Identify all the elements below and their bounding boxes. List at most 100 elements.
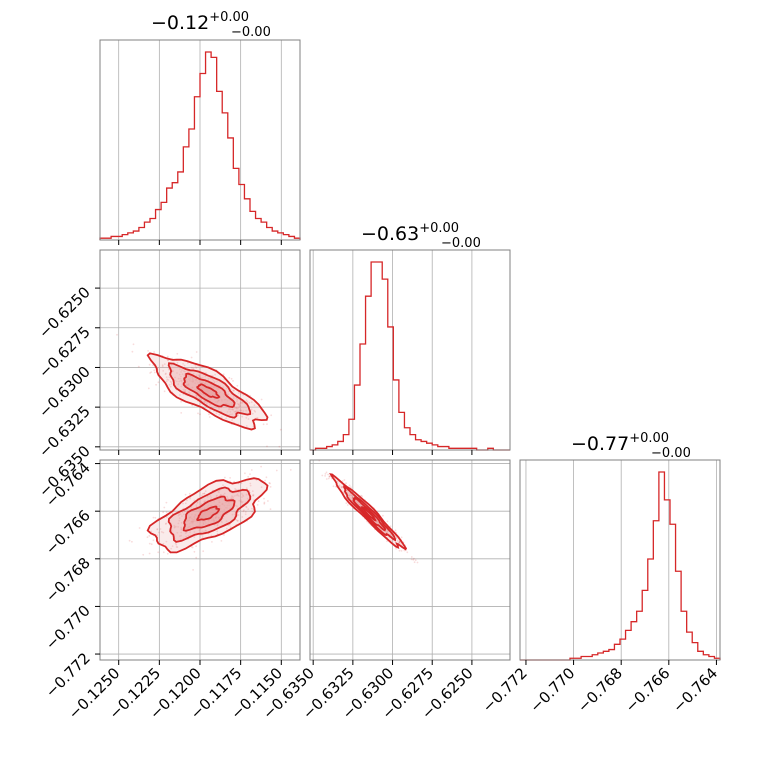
panel-1-0-point xyxy=(245,399,248,402)
hist-1-step xyxy=(310,261,510,451)
panel-1-0-point xyxy=(236,402,239,405)
panel-1-0-point xyxy=(169,385,172,388)
panel-1-0-point xyxy=(235,410,237,413)
panel-1-0-point xyxy=(209,408,212,411)
panel-2-1-point xyxy=(345,502,348,504)
panel-2-0-point xyxy=(269,486,272,488)
panel-2-0-content xyxy=(128,465,292,571)
panel-1-0-point xyxy=(214,373,217,376)
panel-1-0-point xyxy=(253,404,256,407)
panel-1-0-point xyxy=(195,394,197,397)
panel-2-0-point xyxy=(245,505,248,508)
panel-2-0-point xyxy=(220,540,223,542)
panel-2-0-point xyxy=(241,496,243,499)
panel-2-0-point xyxy=(252,494,255,497)
panel-2-0-point xyxy=(209,495,212,497)
panel-1-0-point xyxy=(203,400,206,402)
panel-2-0-point xyxy=(184,532,187,535)
panel-2-0-point xyxy=(178,517,181,520)
panel-1-0-point xyxy=(229,410,232,413)
panel-1-0-point xyxy=(131,350,134,353)
panel-1-0-point xyxy=(170,383,173,385)
panel-1-0-point xyxy=(174,376,177,379)
panel-1-0-point xyxy=(238,406,240,409)
panel-2-1-point xyxy=(398,541,401,544)
panel-2-0-point xyxy=(244,511,247,513)
panel-2-0-point xyxy=(162,542,165,545)
panel-2-0-point xyxy=(216,533,219,535)
panel-1-0-point xyxy=(220,416,223,418)
panel-2-0-point xyxy=(245,506,248,509)
panel-2-0-point xyxy=(244,513,247,516)
title-param-1-lower: −0.00 xyxy=(441,236,481,251)
panel-2-0-contour-3 xyxy=(196,505,220,521)
panel-2-0-point xyxy=(220,494,222,497)
panel-1-0-point xyxy=(241,402,244,404)
panel-2-0-point xyxy=(241,493,243,495)
panel-2-1-point xyxy=(351,495,353,497)
panel-2-0-point xyxy=(216,524,219,527)
panel-2-0-point xyxy=(236,494,239,497)
panel-1-0-point xyxy=(179,394,181,396)
panel-1-0-point xyxy=(236,410,239,412)
panel-2-0-point xyxy=(164,523,167,525)
panel-2-0-point xyxy=(165,522,168,525)
panel-2-0-point xyxy=(229,526,232,529)
panel-1-0-point xyxy=(184,370,186,373)
panel-1-0-point xyxy=(167,359,169,362)
panel-1-0-point xyxy=(188,391,190,394)
panel-1-0-point xyxy=(155,383,158,386)
panel-1-0-point xyxy=(256,416,259,419)
title-param-1: −0.63+0.00 xyxy=(361,221,459,245)
panel-2-0-point xyxy=(204,500,207,502)
panel-1-0-point xyxy=(232,397,235,399)
panel-1-0-point xyxy=(182,370,185,372)
panel-2-0-point xyxy=(252,493,255,496)
panel-2-0-point xyxy=(260,486,263,489)
panel-2-0-point xyxy=(154,516,157,519)
panel-2-1-point xyxy=(346,504,349,506)
panel-1-0-point xyxy=(182,363,185,365)
panel-1-0-point xyxy=(199,413,201,416)
panel-2-1-point xyxy=(327,477,330,480)
panel-2-0-point xyxy=(231,495,234,498)
panel-1-0-point xyxy=(203,401,206,404)
panel-2-1-point xyxy=(413,561,416,564)
hist-2-step xyxy=(520,471,721,661)
panel-2-0-point xyxy=(166,552,169,555)
panel-2-0-point xyxy=(240,499,242,502)
panel-2-0-point xyxy=(196,502,199,504)
panel-1-0-point xyxy=(250,401,253,404)
panel-2-0-point xyxy=(243,509,245,512)
panel-2-0-point xyxy=(249,484,252,487)
panel-1-0-point xyxy=(207,377,210,380)
panel-1-0-point xyxy=(240,409,243,412)
panel-1-0-point xyxy=(180,400,183,403)
panel-1-0-point xyxy=(251,412,254,415)
panel-2-1-point xyxy=(324,475,326,477)
panel-1-0-point xyxy=(228,407,231,410)
panel-1-0-point xyxy=(167,359,170,362)
panel-1-0-point xyxy=(213,381,216,383)
panel-2-0-point xyxy=(186,509,189,511)
panel-2-0-point xyxy=(221,521,223,524)
panel-2-0-point xyxy=(178,519,181,522)
panel-2-0-point xyxy=(245,487,248,489)
panel-1-0-point xyxy=(164,373,167,376)
panel-2-0-grid xyxy=(100,460,300,660)
panel-2-1-point xyxy=(343,492,345,494)
panel-1-0-point xyxy=(219,385,222,387)
panel-2-1-point xyxy=(351,497,354,500)
panel-2-1-point xyxy=(350,494,352,496)
panel-2-0-point xyxy=(249,473,251,475)
panel-2-1-point xyxy=(395,547,397,550)
panel-2-0-point xyxy=(175,525,177,528)
panel-2-0-point xyxy=(240,482,243,485)
panel-1-0-point xyxy=(231,408,234,410)
panel-2-0-point xyxy=(181,511,184,514)
panel-2-0-point xyxy=(152,539,155,542)
panel-1-0-point xyxy=(179,368,181,371)
panel-2-1-point xyxy=(340,486,343,488)
panel-2-0-point xyxy=(267,500,269,502)
panel-2-1-point xyxy=(341,486,343,488)
